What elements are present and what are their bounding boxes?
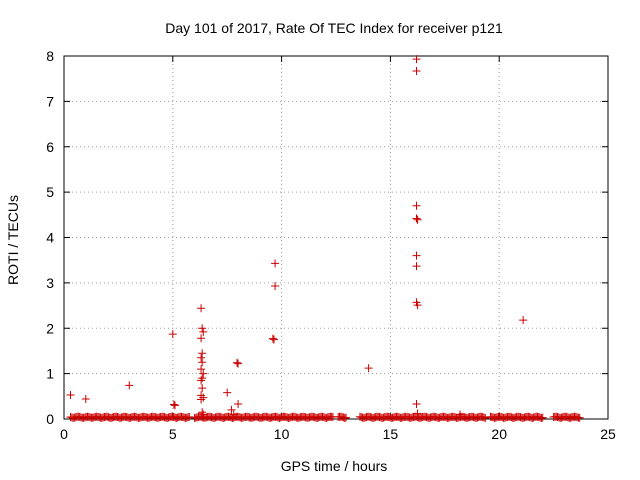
data-point — [364, 364, 373, 373]
y-tick-label: 7 — [46, 93, 54, 109]
data-point — [199, 327, 208, 336]
y-tick-label: 3 — [46, 275, 54, 291]
data-point — [268, 334, 277, 343]
data-point — [198, 374, 207, 383]
data-point — [519, 316, 528, 325]
data-point — [197, 353, 206, 362]
baseline-point — [342, 413, 351, 422]
data-point — [198, 384, 207, 393]
data-point — [412, 251, 421, 260]
data-point — [412, 55, 421, 64]
y-tick-label: 5 — [46, 184, 54, 200]
x-tick-label: 25 — [600, 426, 616, 442]
data-point — [198, 349, 207, 358]
data-point — [197, 334, 206, 343]
data-points — [66, 55, 528, 419]
data-point — [229, 410, 238, 419]
x-tick-label: 10 — [274, 426, 290, 442]
data-point — [168, 330, 177, 339]
baseline-band — [66, 412, 584, 423]
data-point — [199, 393, 208, 402]
baseline-point — [185, 412, 194, 421]
data-point — [199, 410, 208, 419]
y-tick-label: 8 — [46, 48, 54, 64]
data-point — [412, 201, 421, 210]
x-tick-label: 15 — [383, 426, 399, 442]
data-point — [269, 335, 278, 344]
chart-title: Day 101 of 2017, Rate Of TEC Index for r… — [165, 20, 503, 36]
data-point — [197, 365, 206, 374]
baseline-point — [538, 413, 547, 422]
baseline-point — [481, 414, 490, 423]
data-point — [271, 282, 280, 291]
data-point — [66, 390, 75, 399]
axis-ticks: 0 5 10 15 20 25 0 1 2 3 4 5 6 7 8 — [46, 48, 616, 442]
data-point — [81, 395, 90, 404]
data-point — [234, 400, 243, 409]
y-tick-label: 2 — [46, 320, 54, 336]
data-point — [198, 358, 207, 367]
data-point — [413, 301, 422, 310]
data-point — [456, 410, 465, 419]
data-point — [197, 376, 206, 385]
data-point — [198, 324, 207, 333]
data-point — [197, 304, 206, 313]
data-point — [170, 401, 179, 410]
grid-lines — [64, 56, 608, 419]
y-tick-label: 6 — [46, 139, 54, 155]
data-point — [412, 214, 421, 223]
data-point — [227, 405, 236, 414]
data-point — [271, 259, 280, 268]
y-axis-label: ROTI / TECUs — [5, 195, 21, 285]
y-tick-label: 4 — [46, 230, 54, 246]
data-point — [234, 359, 243, 368]
y-tick-label: 1 — [46, 366, 54, 382]
data-point — [412, 400, 421, 409]
x-axis-label: GPS time / hours — [281, 458, 388, 474]
data-point — [232, 358, 241, 367]
data-point — [125, 381, 134, 390]
x-tick-label: 0 — [60, 426, 68, 442]
data-point — [413, 215, 422, 224]
data-point — [199, 369, 208, 378]
data-point — [412, 262, 421, 271]
y-tick-label: 0 — [46, 411, 54, 427]
data-point — [197, 395, 206, 404]
baseline-point — [479, 413, 488, 422]
data-point — [223, 388, 232, 397]
baseline-point — [575, 413, 584, 422]
data-point — [413, 409, 422, 418]
x-tick-label: 20 — [491, 426, 507, 442]
data-point — [412, 66, 421, 75]
data-point — [169, 400, 178, 409]
x-tick-label: 5 — [169, 426, 177, 442]
